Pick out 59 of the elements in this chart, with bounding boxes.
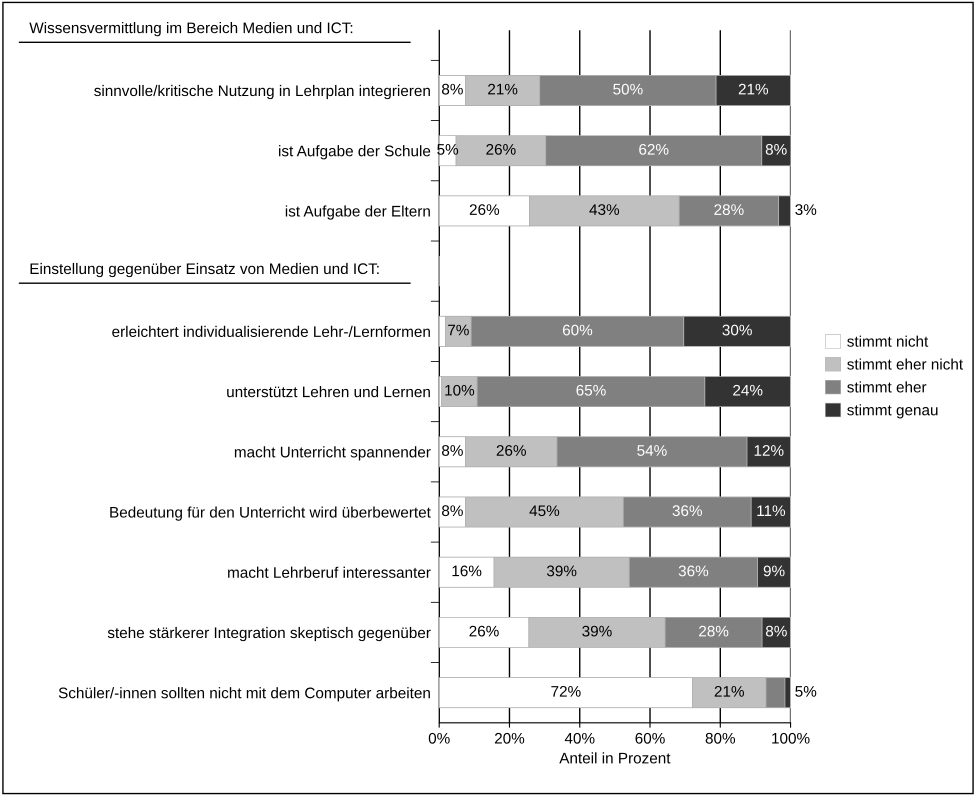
data-label: 26% bbox=[496, 445, 526, 456]
y-tick-label: unterstützt Lehren und Lernen bbox=[227, 386, 430, 398]
x-tick-label: 40% bbox=[564, 732, 594, 744]
data-label: 39% bbox=[582, 626, 612, 637]
data-label: 43% bbox=[589, 204, 620, 216]
y-tick-label: Schüler/-innen sollten nicht mit dem Computer arbeiten bbox=[58, 687, 430, 702]
y-tick-label: ist Aufgabe der Schule bbox=[279, 145, 430, 160]
data-label: 72% bbox=[551, 686, 581, 697]
x-tick-label: 100% bbox=[772, 732, 810, 744]
x-tick-label: 80% bbox=[706, 732, 736, 744]
data-label: 7% bbox=[448, 324, 469, 336]
data-label: 8% bbox=[442, 84, 463, 95]
data-label: 36% bbox=[678, 566, 708, 576]
data-label: 8% bbox=[766, 626, 787, 637]
data-label: 26% bbox=[470, 204, 500, 216]
y-tick-label: erleichtert individualisierende Lehr-/Lernformen bbox=[112, 326, 430, 338]
data-label: 60% bbox=[562, 324, 592, 336]
text: Wissensvermittlung im Bereich Medien und ICT: bbox=[29, 22, 352, 36]
x-tick-label: 20% bbox=[494, 732, 524, 744]
data-label: 28% bbox=[699, 626, 728, 637]
y-tick-label: ist Aufgabe der Eltern bbox=[286, 205, 430, 220]
data-label: 9% bbox=[764, 566, 785, 576]
data-label: 8% bbox=[442, 445, 463, 456]
data-label: 24% bbox=[733, 384, 762, 396]
data-label: 30% bbox=[722, 324, 752, 336]
legend-label: stimmt eher nicht bbox=[847, 358, 963, 370]
y-tick-label: macht Unterricht spannender bbox=[234, 446, 431, 460]
legend-label: stimmt genau bbox=[847, 404, 938, 418]
data-label: 21% bbox=[714, 686, 744, 697]
data-label: 3% bbox=[795, 204, 816, 216]
legend-label: stimmt nicht bbox=[847, 336, 928, 347]
legend-label: stimmt eher bbox=[847, 381, 926, 393]
data-label: 11% bbox=[757, 505, 786, 516]
x-tick-label: 60% bbox=[636, 732, 665, 744]
data-label: 50% bbox=[613, 84, 643, 95]
data-label: 36% bbox=[672, 505, 702, 516]
data-label: 26% bbox=[469, 626, 499, 637]
data-label: 8% bbox=[766, 144, 787, 155]
y-tick-label: Bedeutung für den Unterricht wird überbewertet bbox=[110, 506, 431, 521]
data-label: 62% bbox=[639, 144, 668, 155]
data-label: 8% bbox=[442, 505, 463, 516]
data-label: 39% bbox=[546, 566, 576, 576]
data-label: 21% bbox=[488, 84, 518, 95]
data-label: 5% bbox=[795, 686, 816, 697]
x-axis-title: Anteil in Prozent bbox=[559, 752, 670, 764]
y-tick-label: stehe stärkerer Integration skeptisch gegenüber bbox=[108, 626, 431, 642]
y-tick-label: sinnvolle/kritische Nutzung in Lehrplan integrieren bbox=[94, 84, 430, 100]
data-label: 10% bbox=[445, 384, 474, 396]
y-tick-label: macht Lehrberuf interessanter bbox=[228, 566, 431, 578]
data-label: 45% bbox=[529, 505, 560, 516]
data-label: 54% bbox=[637, 445, 667, 456]
data-label: 28% bbox=[714, 204, 744, 216]
text: Einstellung gegenüber Einsatz von Medien und ICT: bbox=[30, 262, 379, 278]
data-label: 65% bbox=[576, 384, 606, 396]
data-label: 16% bbox=[452, 566, 482, 576]
data-label: 12% bbox=[754, 445, 784, 456]
data-label: 21% bbox=[738, 84, 768, 95]
data-label: 26% bbox=[486, 144, 516, 155]
x-tick-label: 0% bbox=[428, 732, 450, 744]
